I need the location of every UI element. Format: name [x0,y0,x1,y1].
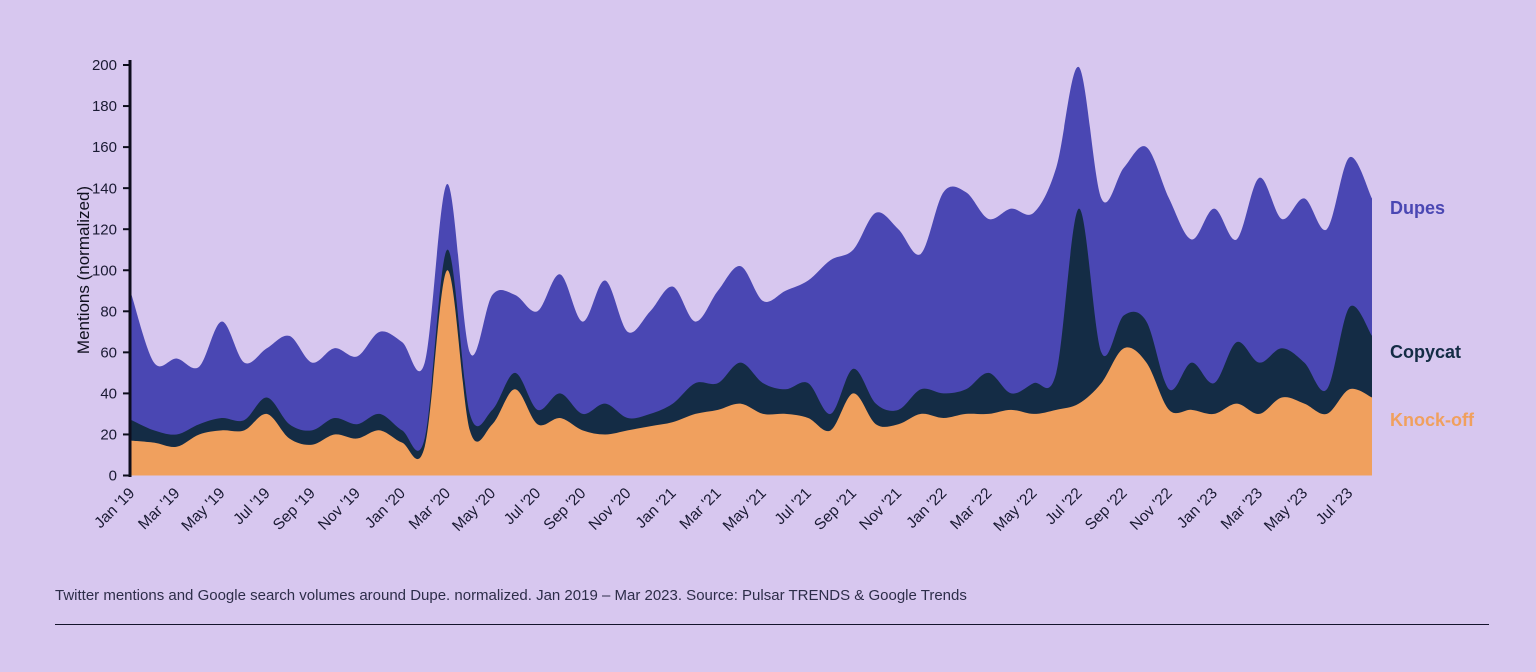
x-tick-label: Nov '21 [856,485,905,534]
y-tick-label: 120 [92,221,117,238]
x-tick-label: Jul '21 [772,485,815,528]
chart-caption: Twitter mentions and Google search volum… [55,587,967,604]
y-tick-label: 140 [92,180,117,197]
x-tick-label: Nov '22 [1127,485,1176,534]
x-tick-label: Nov '19 [315,485,364,534]
bottom-divider [55,624,1489,625]
y-tick-label: 40 [100,386,117,403]
x-tick-label: Sep '20 [541,485,590,534]
x-tick-label: Jan '20 [362,485,409,532]
x-tick-label: May '21 [720,485,770,535]
y-tick-label: 80 [100,303,117,320]
x-tick-label: Mar '19 [135,485,183,533]
legend-label-copycat: Copycat [1390,342,1462,362]
x-tick-label: May '23 [1261,485,1311,535]
x-tick-label: Jul '20 [501,485,545,529]
y-tick-label: 0 [109,468,117,485]
x-tick-label: Mar '21 [677,485,725,533]
x-tick-label: May '20 [449,485,499,535]
x-tick-label: Sep '19 [270,485,319,534]
x-tick-label: Mar '23 [1218,485,1266,533]
x-tick-label: May '19 [178,485,228,535]
y-tick-label: 160 [92,139,117,156]
x-tick-label: Mar '20 [406,485,454,533]
area-knock-off [131,270,1372,476]
y-tick-label: 200 [92,57,117,74]
legend-label-knockoff: Knock-off [1390,410,1474,430]
x-tick-label: Jul '19 [230,485,273,528]
x-tick-label: Sep '21 [811,485,860,534]
x-tick-label: Jan '23 [1174,485,1221,532]
x-tick-label: Jul '23 [1313,485,1356,528]
x-tick-label: Jul '22 [1042,485,1085,528]
x-tick-label: Mar '22 [947,485,995,533]
y-tick-label: 60 [100,344,117,361]
x-tick-label: Jan '21 [633,485,680,532]
y-axis-title: Mentions (normalized) [74,185,93,355]
y-tick-label: 20 [100,427,117,444]
x-tick-label: Jan '19 [91,485,138,532]
x-tick-label: Nov '20 [586,485,635,534]
x-tick-label: May '22 [990,485,1040,535]
x-tick-label: Jan '22 [903,485,950,532]
y-tick-label: 180 [92,98,117,115]
legend-label-dupes: Dupes [1390,198,1446,218]
y-tick-label: 100 [92,262,117,279]
x-tick-label: Sep '22 [1082,485,1131,534]
